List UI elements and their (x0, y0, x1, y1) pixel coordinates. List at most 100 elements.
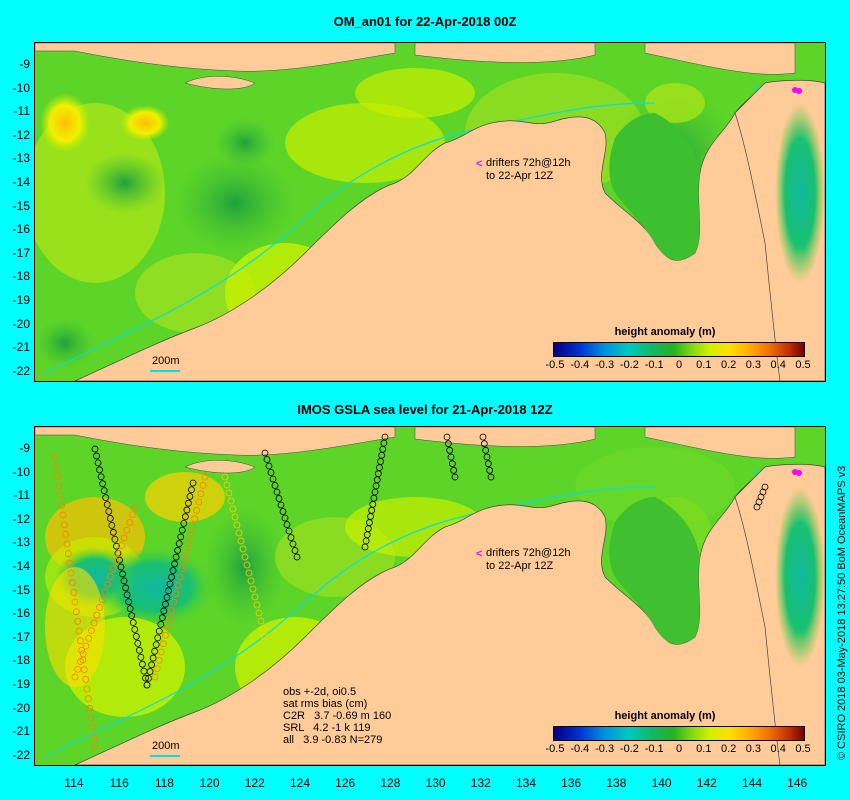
track-observation (84, 695, 92, 703)
track-observation (60, 521, 68, 529)
track-observation (149, 654, 157, 662)
track-observation (100, 487, 108, 495)
longitude-tick-label: 118 (154, 776, 174, 790)
latitude-tick-label: -10 (12, 80, 30, 95)
track-observation (193, 506, 201, 514)
track-observation (91, 445, 99, 453)
track-observation (183, 506, 191, 514)
track-observation (447, 453, 455, 461)
track-observation (155, 627, 163, 635)
track-observation (111, 535, 119, 543)
track-observation (451, 473, 459, 481)
track-observation (55, 482, 63, 490)
track-observation (172, 553, 180, 561)
track-observation (277, 501, 285, 509)
shelf-contour-200m (44, 102, 656, 374)
colorbar-title: height anomaly (m) (614, 326, 716, 338)
colorbar-tick-label: -0.3 (595, 743, 615, 755)
track-observation (93, 611, 101, 619)
track-observation (93, 452, 100, 460)
northern-islands (35, 43, 396, 72)
depth-contour-label-top: 200m (152, 355, 180, 367)
latitude-tick-label: -10 (12, 464, 30, 479)
longitude-tick-label: 114 (64, 776, 84, 790)
latitude-tick-label: -17 (12, 245, 30, 260)
track-observation (117, 563, 125, 571)
longitude-tick-label: 130 (425, 776, 446, 790)
track-observation (120, 577, 128, 585)
longitude-axis: 114 116 118 120 122 124 126 128 130 132 134 136 138 1… (0, 776, 850, 792)
track-observation (273, 488, 281, 496)
track-observation (195, 498, 203, 506)
stats-line: C2R 3.7 -0.69 m 160 (283, 710, 392, 722)
track-observation (184, 499, 192, 507)
track-observation (161, 600, 169, 608)
latitude-tick-label: -20 (12, 316, 30, 331)
track-observation (175, 540, 183, 547)
track-observation (233, 521, 241, 529)
track-observation (283, 521, 291, 528)
track-observation (448, 460, 456, 468)
track-observation (123, 526, 131, 534)
track-observation (97, 473, 105, 481)
longitude-tick-label: 120 (199, 776, 220, 790)
track-observation (90, 733, 98, 741)
track-observation (152, 641, 160, 649)
track-observation (139, 660, 146, 668)
latitude-tick-label: -14 (12, 559, 30, 573)
track-observation (245, 569, 253, 577)
longitude-tick-label: 140 (651, 776, 672, 790)
track-observation (71, 673, 79, 681)
latitude-tick-label: -19 (12, 293, 30, 307)
track-observation (484, 460, 492, 468)
track-observation (281, 514, 289, 522)
longitude-tick-label: 116 (109, 776, 129, 790)
track-observation (83, 685, 91, 693)
track-observation (279, 508, 287, 515)
track-observation (249, 585, 257, 593)
track-observation (117, 542, 125, 550)
track-observation (753, 503, 761, 511)
track-observation (67, 569, 75, 577)
track-observation (51, 453, 59, 461)
latitude-tick-label: -18 (12, 653, 30, 668)
track-observation (172, 590, 180, 598)
track-observation (87, 714, 95, 722)
depth-contour-swatch-top (150, 370, 180, 372)
depth-contour-label-bottom: 200m (152, 740, 180, 752)
track-observation (247, 577, 255, 585)
track-observation (107, 573, 114, 580)
top-latitude-axis: -9 -10 -11 -12 -13 -14 -15 -16 -17 -18 -19 -20 -21 -2… (0, 42, 30, 380)
track-observation (96, 466, 103, 474)
bottom-latitude-axis: -9 -10 -11 -12 -13 -14 -15 -16 -17 -18 -19 -20 -21 -2… (0, 426, 30, 764)
track-observation (443, 433, 451, 441)
colorbar-tick-label: 0.4 (770, 743, 786, 755)
latitude-tick-label: -11 (13, 104, 30, 119)
colorbar-tick-label: 0.5 (795, 359, 811, 371)
track-observation (255, 609, 263, 617)
track-observation (184, 540, 192, 548)
track-observation (225, 489, 233, 497)
track-observation (157, 648, 165, 656)
track-observation (159, 640, 167, 648)
track-observation (229, 505, 237, 513)
drifter-legend-bottom: drifters 72h@12h to 22-Apr 12Z (486, 547, 571, 573)
track-observation (178, 565, 186, 573)
track-observation (168, 606, 176, 614)
track-observation (128, 612, 136, 619)
track-observation (105, 508, 113, 515)
track-observation (74, 665, 82, 673)
longitude-tick-label: 128 (380, 776, 401, 790)
track-observation (85, 634, 93, 642)
track-observation (131, 626, 139, 633)
stats-line: all 3.9 -0.83 N=279 (283, 734, 383, 746)
track-observation (166, 580, 174, 588)
track-observation (480, 440, 488, 448)
track-observation (122, 584, 129, 592)
colorbar-tick-label: 0.4 (770, 359, 786, 371)
colorbar-tick-label: 0.5 (795, 743, 811, 755)
track-observation (223, 481, 231, 489)
track-observation (188, 486, 195, 494)
drifter-legend-top: drifters 72h@12h to 22-Apr 12Z (486, 157, 571, 183)
longitude-tick-label: 126 (335, 776, 356, 790)
